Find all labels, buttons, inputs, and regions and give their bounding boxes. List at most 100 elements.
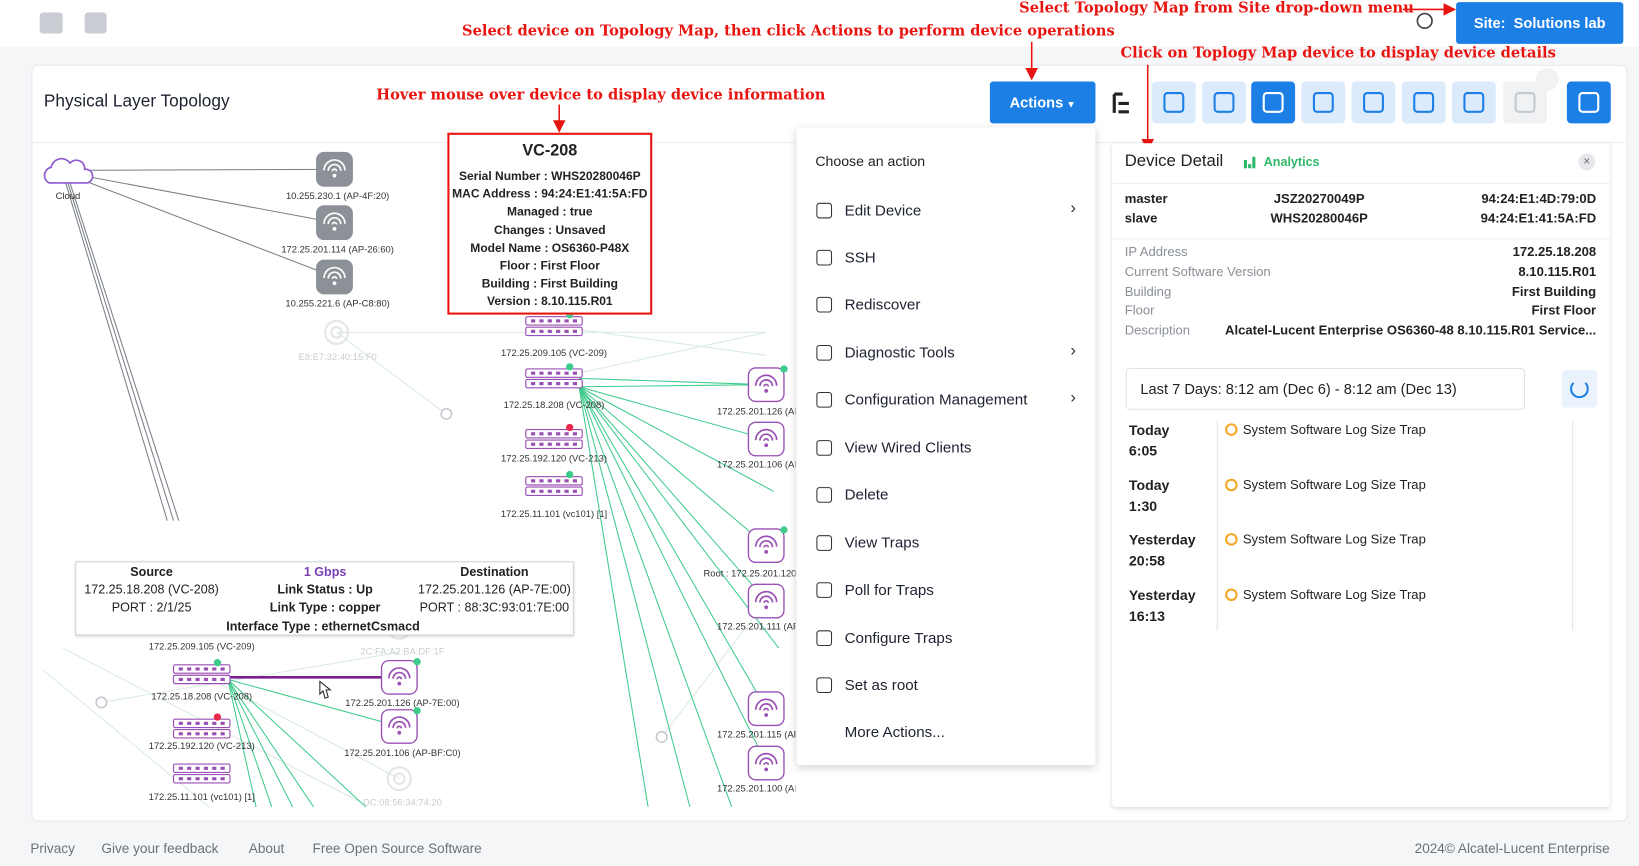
node-placeholder [95, 696, 108, 709]
switch-port [195, 677, 200, 681]
toolbar-button[interactable] [1451, 81, 1496, 124]
link-text: 172.25.18.208 (VC-208) [84, 582, 219, 597]
link [64, 179, 168, 521]
menu-item[interactable]: Configuration Management › [797, 386, 1096, 415]
switch-icon [525, 439, 583, 450]
switch-port [539, 479, 544, 483]
action-menu: Choose an action Edit Device › SSH Rediscove… [796, 127, 1096, 766]
switch-port [539, 442, 544, 446]
book-icon [84, 12, 107, 34]
node-label: 172.25.201.111 (AP- [717, 621, 802, 632]
wifi-dot [764, 443, 769, 448]
menu-item[interactable]: View Wired Clients [797, 434, 1096, 463]
wifi-arc [392, 720, 407, 729]
link-text: Source [130, 564, 173, 580]
switch-port [220, 732, 225, 736]
wifi-arc [327, 163, 342, 171]
menu-item[interactable]: Edit Device › [797, 197, 1096, 226]
switch-port [556, 329, 561, 333]
switch-port [572, 489, 577, 493]
hub-core [330, 326, 343, 339]
wifi-arc [327, 217, 342, 225]
device-node: 172.25.201.115 (AP- [717, 691, 795, 739]
event-marker [1225, 478, 1238, 491]
switch-icon [525, 326, 583, 337]
switch-port [203, 766, 209, 770]
site-button[interactable]: Site: Solutions lab [1456, 2, 1624, 44]
switch-port [556, 432, 561, 436]
menu-item[interactable]: Set as root [797, 671, 1096, 700]
menu-item[interactable]: Poll for Traps [797, 576, 1096, 605]
property-label: Description [1124, 323, 1191, 338]
footer-link[interactable]: Give your feedback [101, 840, 219, 857]
menu-item[interactable]: View Traps [797, 529, 1096, 558]
switch-port [212, 677, 217, 681]
menu-icon [816, 677, 833, 694]
toolbar-button[interactable] [1151, 81, 1196, 124]
switch-icon [525, 378, 583, 389]
search-icon [1416, 12, 1433, 30]
link [578, 386, 691, 808]
menu-item-label: Configuration Management [844, 391, 1028, 409]
menu-item[interactable]: More Actions... [797, 718, 1096, 747]
event-text: System Software Log Size Trap [1242, 422, 1426, 437]
node-label: 172.25.11.101 (vc101) [1] [501, 508, 607, 519]
switch-port [556, 479, 561, 483]
link [227, 678, 400, 727]
device-node: 172.25.201.126 (AP-7E:00) [345, 658, 460, 708]
footer-link[interactable]: Free Open Source Software [312, 840, 482, 857]
analytics-link[interactable]: Analytics [1263, 154, 1320, 170]
actions-label: Actions [1009, 94, 1064, 111]
link [66, 179, 175, 521]
wifi-dot [332, 173, 337, 178]
link [578, 386, 767, 709]
device-node: 172.25.192.120 (VC-213) [149, 713, 255, 751]
event-day: Yesterday [1128, 587, 1196, 604]
menu-item[interactable]: Rediscover [797, 291, 1096, 320]
link [578, 386, 733, 808]
actions-button[interactable]: Actions ▼ [989, 81, 1096, 124]
toolbar-button[interactable] [1566, 81, 1611, 124]
switch-port [564, 432, 569, 436]
link-text: Link Type : copper [269, 599, 381, 615]
tooltip-line: Version : 8.10.115.R01 [486, 296, 613, 309]
link [578, 386, 649, 808]
menu-item[interactable]: SSH [797, 244, 1096, 273]
property-label: Current Software Version [1124, 264, 1271, 279]
device-node: 172.25.11.101 (vc101) [1] [501, 470, 607, 519]
device-node: Root : 172.25.201.120 ( [703, 526, 795, 578]
toolbar-button[interactable] [1202, 81, 1246, 124]
switch-port [178, 777, 183, 781]
link [70, 175, 335, 278]
event-time: 6:05 [1128, 443, 1158, 459]
menu-icon [816, 630, 833, 646]
toolbar-button[interactable] [1503, 81, 1548, 124]
date-range-box[interactable]: Last 7 Days: 8:12 am (Dec 6) - 8:12 am (… [1125, 367, 1526, 410]
toolbar-button[interactable] [1301, 81, 1346, 124]
menu-item[interactable]: Delete [797, 481, 1096, 510]
link [227, 679, 273, 808]
toolbar-button[interactable] [1251, 81, 1296, 124]
switch-port [539, 432, 544, 436]
device-node: 172.25.201.126 (AP- [717, 365, 795, 416]
menu-item[interactable]: Configure Traps [797, 624, 1096, 653]
switch-port [564, 442, 569, 446]
link-text: Destination [460, 564, 529, 580]
link-text: 1 Gbps [303, 564, 347, 580]
toolbar-button[interactable] [1351, 81, 1396, 124]
menu-item[interactable]: Diagnostic Tools › [797, 339, 1096, 368]
toolbar-button[interactable] [1401, 81, 1446, 124]
footer-link[interactable]: About [248, 840, 285, 857]
refresh-button[interactable] [1561, 370, 1598, 408]
toolbar-glyph [1463, 91, 1485, 113]
footer-link[interactable]: Privacy [30, 840, 75, 857]
member-serial: JSZ20270049P [1273, 191, 1365, 206]
toolbar-glyph [1312, 91, 1334, 113]
tooltip-line: Changes : Unsaved [494, 224, 606, 237]
device-node: 172.25.201.106 (AP- [717, 421, 795, 470]
menu-item-label: Rediscover [844, 296, 921, 314]
switch-port [195, 777, 200, 781]
menu-item-label: View Traps [844, 535, 920, 552]
toolbar-glyph [1578, 91, 1600, 113]
menu-icon [816, 344, 833, 361]
